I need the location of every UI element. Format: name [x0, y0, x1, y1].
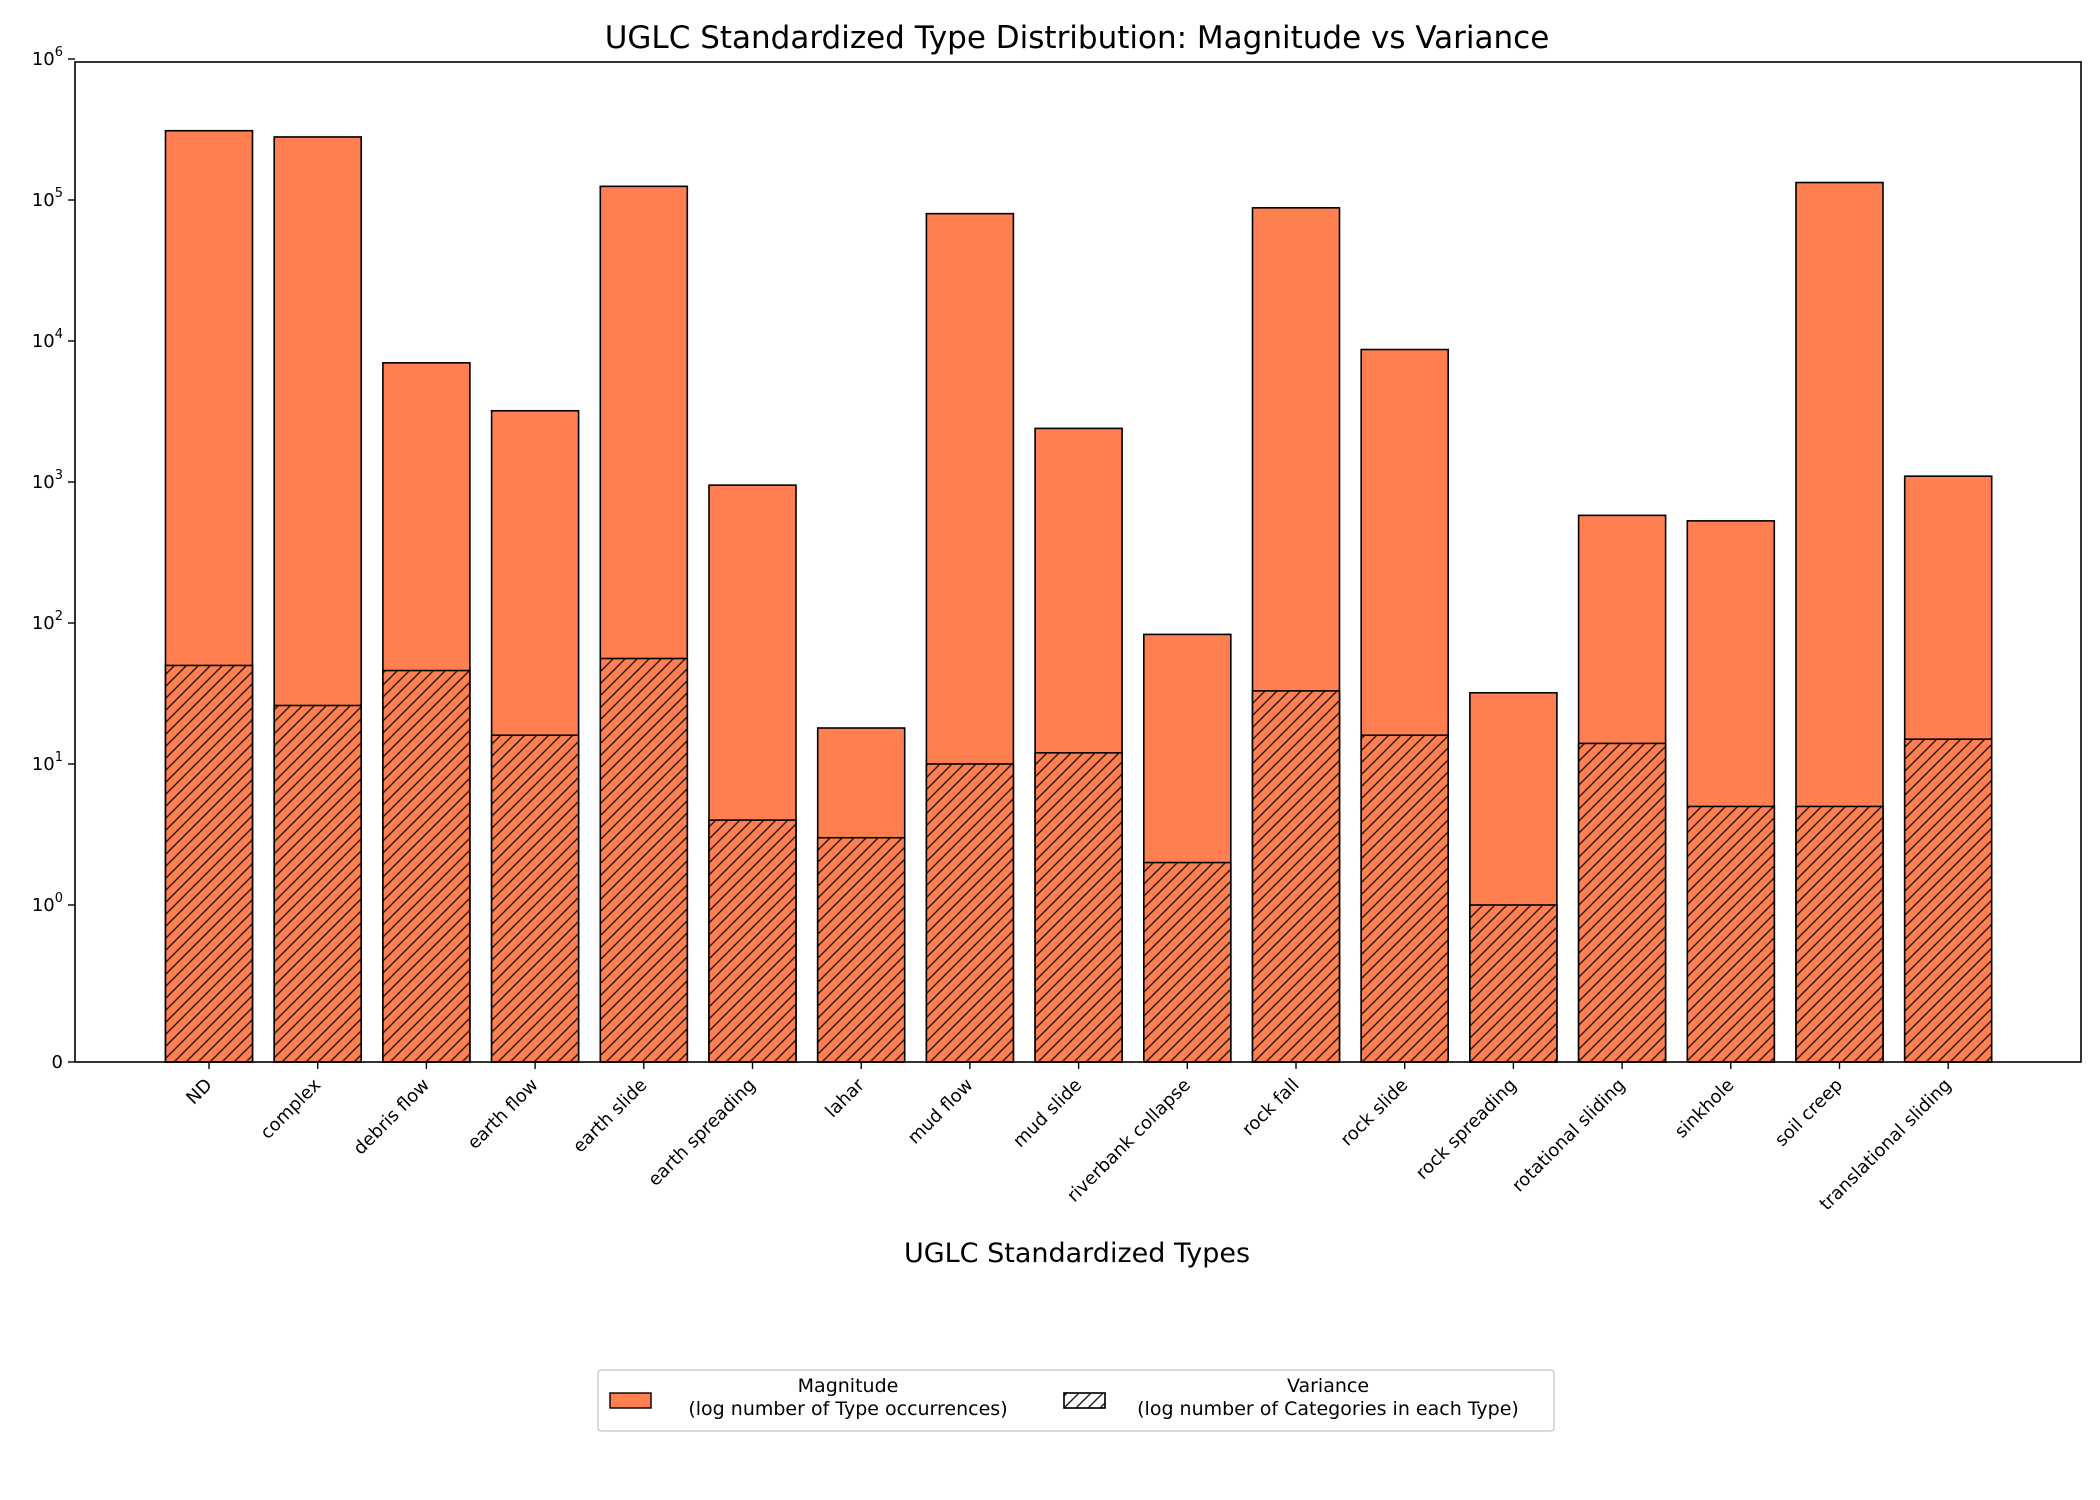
variance-bar: [816, 836, 906, 1063]
x-tick-label: sinkhole: [1671, 1075, 1739, 1143]
y-tick-base: 10: [32, 895, 55, 916]
y-tick-base: 10: [32, 613, 55, 634]
variance-bar: [1143, 861, 1232, 1063]
plot-frame: [74, 61, 2082, 1063]
y-tick-label: 102: [32, 609, 63, 634]
variance-bar: [1034, 752, 1123, 1063]
legend-label-line: Variance: [1287, 1375, 1369, 1397]
y-tick-base: 10: [32, 472, 55, 493]
variance-bar: [708, 819, 797, 1063]
y-tick-exponent: 5: [55, 186, 63, 201]
y-tick-exponent: 3: [55, 468, 63, 483]
y-tick-label: 105: [32, 186, 63, 211]
y-tick-base: 10: [32, 190, 55, 211]
chart-title: UGLC Standardized Type Distribution: Mag…: [605, 20, 1550, 56]
variance-bar: [1577, 742, 1667, 1063]
x-tick-label: earth flow: [464, 1075, 543, 1154]
y-tick-base: 10: [32, 754, 55, 775]
legend-label: Variance (log number of Categories in eac…: [1137, 1375, 1519, 1420]
variance-bar: [1903, 738, 1993, 1063]
x-tick-label: rock spreading: [1412, 1075, 1521, 1184]
x-tick-label: mud flow: [904, 1075, 978, 1149]
legend-label: Magnitude (log number of Type occurrences…: [688, 1375, 1007, 1420]
legend-swatch-hatch: [1063, 1392, 1106, 1409]
x-tick-label: ND: [182, 1075, 216, 1109]
variance-bar: [382, 669, 471, 1063]
y-tick-base: 0: [52, 1052, 63, 1073]
y-tick-label: 104: [32, 327, 63, 352]
legend-label-line: (log number of Type occurrences): [688, 1398, 1007, 1420]
variance-bar: [1360, 734, 1449, 1063]
y-tick-label: 100: [32, 891, 63, 916]
x-tick-label: debris flow: [349, 1075, 433, 1159]
x-tick-label: mud slide: [1009, 1075, 1086, 1152]
variance-bar: [164, 664, 254, 1063]
x-tick-label: rock slide: [1337, 1075, 1413, 1151]
variance-bar: [490, 734, 580, 1063]
legend-label-line: Magnitude: [798, 1375, 899, 1397]
y-tick-base: 10: [32, 331, 55, 352]
y-tick-base: 10: [32, 49, 55, 70]
x-tick-label: soil creep: [1771, 1075, 1847, 1151]
x-axis-title: UGLC Standardized Types: [904, 1238, 1250, 1269]
variance-bar: [1795, 805, 1884, 1063]
x-tick-label: lahar: [821, 1074, 869, 1122]
x-tick-label: rotational sliding: [1508, 1075, 1630, 1197]
y-tick-label: 101: [32, 750, 63, 775]
y-tick-exponent: 4: [55, 327, 63, 342]
y-tick-exponent: 0: [55, 891, 63, 906]
y-tick-exponent: 1: [55, 750, 63, 765]
y-tick-label: 103: [32, 468, 63, 493]
y-tick-exponent: 2: [55, 609, 63, 624]
legend-swatch: [609, 1392, 652, 1409]
x-tick-label: earth spreading: [644, 1075, 760, 1191]
legend-label-line: (log number of Categories in each Type): [1137, 1398, 1519, 1420]
y-tick-label: 106: [32, 45, 63, 70]
x-tick-label: earth slide: [569, 1075, 651, 1157]
x-tick-label: riverbank collapse: [1063, 1075, 1195, 1207]
x-tick-label: rock fall: [1238, 1075, 1303, 1140]
variance-bar: [599, 657, 689, 1063]
x-tick-label: complex: [256, 1074, 325, 1143]
y-tick-label: 0: [52, 1052, 63, 1073]
variance-bar: [925, 763, 1015, 1063]
variance-bar: [1469, 904, 1558, 1063]
legend: Magnitude (log number of Type occurrences…: [597, 1369, 1555, 1432]
y-tick-exponent: 6: [55, 45, 63, 60]
variance-bar: [1251, 690, 1341, 1063]
variance-bar: [273, 704, 363, 1063]
x-axis: ND complex debris flow earth flow earth slid…: [182, 1062, 1956, 1215]
variance-bar: [1686, 805, 1776, 1063]
bars: [164, 129, 1993, 1063]
